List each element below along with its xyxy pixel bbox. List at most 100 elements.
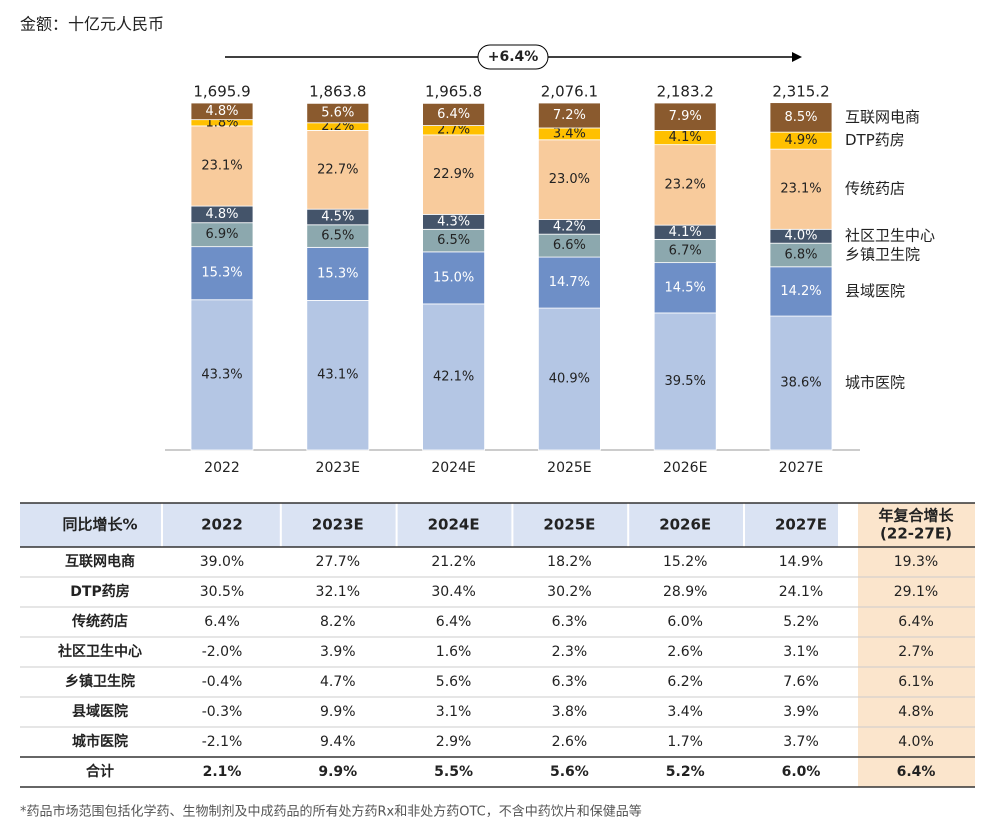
bar-segment [538,307,601,451]
x-tick-label: 2025E [547,460,591,476]
bar-segment [306,246,370,301]
bar-segment [538,139,601,220]
value-label: 4.1% [669,130,702,145]
table-cell: 9.9% [318,764,357,780]
bar-segment [769,148,833,230]
value-label: 6.9% [205,227,238,242]
table-cell: 3.8% [552,704,588,720]
table-cell: 24.1% [779,584,823,600]
table-cell: -2.1% [202,734,243,750]
table-cell: 7.6% [783,674,819,690]
table-cell: 32.1% [316,584,360,600]
table-header: 2023E [312,516,364,534]
legend-label: 社区卫生中心 [845,227,935,245]
value-label: 39.5% [665,374,706,389]
table-cell: 2.7% [898,644,934,660]
table-cell: 1.7% [667,734,703,750]
table-cell: 8.2% [320,614,356,630]
value-label: 4.9% [784,133,817,148]
legend-label: 城市医院 [845,374,905,392]
value-label: 6.7% [669,243,702,258]
value-label: 8.5% [784,110,817,125]
value-label: 4.2% [553,219,586,234]
table-cell: 9.9% [320,704,356,720]
table-cell: 6.2% [667,674,703,690]
row-name: 县域医院 [72,703,128,720]
x-tick-label: 2023E [316,460,360,476]
cagr-column-bg [858,503,975,787]
table-cell: 4.0% [898,734,934,750]
table-header: 年复合增长 [878,507,954,525]
row-name: 互联网电商 [65,553,135,570]
legend-label: DTP药房 [845,131,905,149]
bar-segment [538,102,601,129]
value-label: 3.4% [553,126,586,141]
table-cell: 21.2% [431,554,475,570]
x-tick-label: 2027E [779,460,823,476]
table-cell: 6.0% [782,764,821,780]
table-cell: 5.2% [666,764,705,780]
table-cell: 30.4% [431,584,475,600]
value-label: 4.8% [205,104,238,119]
table-cell: 3.4% [667,704,703,720]
bar-segment [306,130,370,210]
bar-segment [190,125,254,207]
table-cell: 4.7% [320,674,356,690]
table-cell: 5.6% [550,764,589,780]
value-label: 43.3% [201,367,242,382]
row-name: DTP药房 [70,583,129,600]
value-label: 42.1% [433,369,474,384]
bar-segment [306,102,370,124]
arrow-head [792,52,802,62]
value-label: 6.8% [784,247,817,262]
table-cell: 2.6% [667,644,703,660]
row-name: 城市医院 [72,733,128,750]
bar-segment [653,312,717,451]
table-cell: 1.6% [436,644,472,660]
value-label: 4.0% [784,229,817,244]
table-header: (22-27E) [880,525,952,543]
unit-title: 金额：十亿元人民币 [20,15,164,34]
value-label: 15.0% [433,270,474,285]
table-cell: 3.1% [783,644,819,660]
bar-segment [422,102,486,126]
table-cell: 6.4% [436,614,472,630]
table-cell: 27.7% [316,554,360,570]
value-label: 15.3% [201,266,242,281]
value-label: 14.2% [780,284,821,299]
legend-label: 乡镇卫生院 [845,245,920,263]
bar-segment [538,256,601,309]
table-cell: 6.4% [897,764,936,780]
table-cell: 2.3% [552,644,588,660]
table-cell: -0.3% [202,704,243,720]
value-label: 23.2% [665,177,706,192]
legend-label: 县域医院 [845,282,905,300]
value-label: 14.5% [665,280,706,295]
x-tick-label: 2024E [431,460,475,476]
bar-segment [769,315,833,451]
total-label: 1,965.8 [425,83,482,101]
table-cell: 39.0% [200,554,244,570]
table-header: 2024E [428,516,480,534]
annotation: +6.4% [488,49,539,65]
bar-segment [653,262,717,314]
bar-segment [422,134,486,215]
bar-segment [190,246,254,301]
table-cell: 5.6% [436,674,472,690]
value-label: 14.7% [549,275,590,290]
bar-segment [190,102,254,121]
table-cell: 6.1% [898,674,934,690]
table-cell: 5.2% [783,614,819,630]
bar-segment [422,251,486,305]
table-cell: 6.0% [667,614,703,630]
x-tick-label: 2022 [204,460,240,476]
legend-label: 互联网电商 [845,108,920,126]
bar-segment [190,299,254,451]
table-cell: 6.3% [552,614,588,630]
footnote: *药品市场范围包括化学药、生物制剂及中成药品的所有处方药Rx和非处方药OTC，不… [20,804,642,820]
total-label: 1,695.9 [193,83,250,101]
table-cell: -0.4% [202,674,243,690]
table-cell: 4.8% [898,704,934,720]
value-label: 38.6% [780,376,821,391]
table-header-bg [20,503,838,547]
